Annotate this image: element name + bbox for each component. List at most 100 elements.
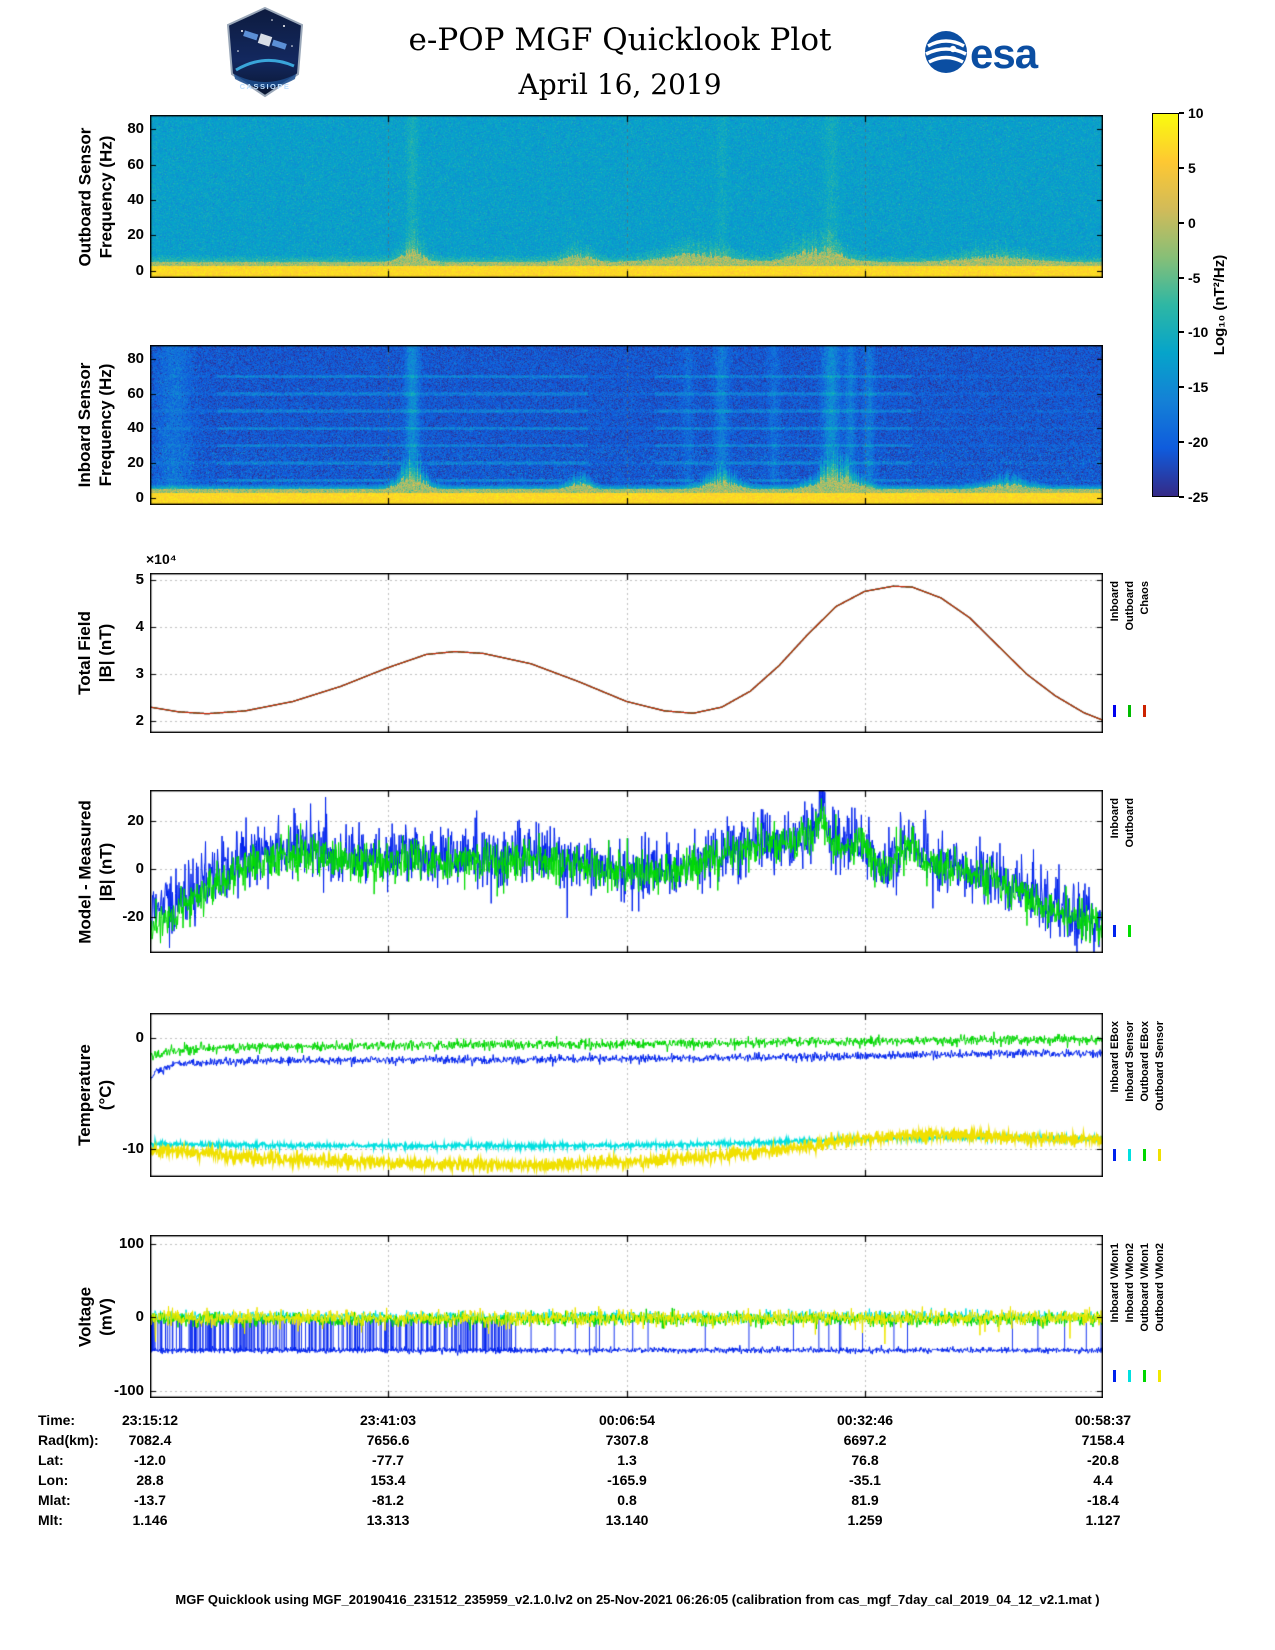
table-cell: -12.0 (134, 1452, 166, 1468)
colorbar-tick-label: 10 (1188, 105, 1204, 121)
y-axis-label-line: Model - Measured (75, 799, 94, 944)
y-tick-label: 0 (135, 860, 144, 878)
inboard-spectrogram-canvas (150, 345, 1103, 505)
table-cell: 1.146 (132, 1512, 168, 1528)
table-cell: 76.8 (851, 1452, 879, 1468)
colorbar-tick-label: -10 (1188, 324, 1209, 341)
legend-temperature: Inboard EBox Inboard Sensor Outboard EBox O… (1108, 1015, 1166, 1175)
legend-label: Inboard VMon1 (1108, 1243, 1121, 1323)
panel-voltage: Voltage (mV) 100 0 -100 Inboard VMon1 Inboa… (0, 1234, 1275, 1399)
temperature-canvas (150, 1013, 1103, 1177)
page-title: e-POP MGF Quicklook Plot (408, 22, 832, 58)
esa-logo: esa (925, 30, 1040, 77)
badge-shield (226, 6, 304, 98)
colorbar-tick-mark (1179, 441, 1184, 444)
y-tick-label: 100 (118, 1234, 144, 1252)
colorbar-tick-label: -25 (1188, 489, 1209, 505)
table-cell: -18.4 (1087, 1492, 1119, 1508)
cassiope-label: CASSIOPE (240, 82, 291, 91)
table-cell: 23:15:12 (121, 1412, 179, 1428)
legend-label: Chaos (1138, 581, 1151, 615)
table-cell: 13.313 (366, 1512, 410, 1528)
panel-temperature: Temperature (°C) 0 -10 Inboard EBox Inboar… (0, 1013, 1275, 1177)
y-tick-label: 40 (127, 191, 144, 209)
table-cell: -20.8 (1087, 1452, 1119, 1468)
legend-label: Inboard (1108, 798, 1121, 839)
y-axis-label-line: Outboard Sensor (75, 127, 94, 266)
legend-color-dash (1113, 705, 1116, 717)
panel-inboard-spectrogram: Inboard Sensor Frequency (Hz) 0 20 40 60 80 (0, 345, 1275, 507)
colorbar (1152, 113, 1179, 497)
colorbar-tick-label: -20 (1188, 434, 1209, 451)
esa-wordmark: esa (970, 30, 1039, 77)
legend-color-dash (1143, 705, 1146, 717)
table-cell: 7307.8 (605, 1432, 649, 1448)
table-cell: 00:58:37 (1074, 1412, 1132, 1428)
legend-label: Inboard EBox (1108, 1021, 1121, 1093)
footer-text: MGF Quicklook using MGF_20190416_231512_… (175, 1592, 1100, 1607)
table-cell: 1.127 (1085, 1512, 1121, 1528)
legend-color-dash (1143, 1149, 1146, 1161)
y-tick-label: 40 (127, 419, 144, 437)
legend-color-dash (1158, 1370, 1161, 1382)
colorbar-tick-mark (1179, 276, 1184, 279)
table-row-label: Mlt: (38, 1512, 63, 1528)
outboard-spectrogram-canvas (150, 115, 1103, 278)
y-tick-label: 0 (135, 1308, 144, 1326)
table-cell: -35.1 (849, 1472, 881, 1488)
legend-entry: Inboard Sensor (1123, 1015, 1136, 1175)
legend-entry: Chaos (1138, 575, 1151, 731)
panel-total-field: ×10⁴ Total Field |B| (nT) 2 3 4 5 Inboard Ou… (0, 551, 1275, 733)
y-tick-label: -100 (113, 1381, 144, 1399)
legend-label: Inboard Sensor (1123, 1021, 1136, 1102)
colorbar-tick-label: 5 (1188, 159, 1196, 176)
legend-entry: Outboard VMon2 (1153, 1237, 1166, 1396)
y-axis-label-line: Inboard Sensor (75, 362, 94, 488)
legend-entry: Inboard EBox (1108, 1015, 1121, 1175)
table-cell: 1.259 (847, 1512, 883, 1528)
y-tick-label: 5 (135, 571, 144, 589)
legend-color-dash (1113, 1370, 1116, 1382)
table-cell: 00:32:46 (836, 1412, 894, 1428)
legend-label: Outboard EBox (1138, 1021, 1151, 1102)
legend-entry: Inboard (1108, 792, 1121, 951)
table-cell: -77.7 (372, 1452, 404, 1468)
y-tick-label: 0 (135, 489, 144, 507)
legend-color-dash (1158, 1149, 1161, 1161)
table-row-label: Lon: (38, 1472, 69, 1488)
colorbar-tick-mark (1179, 112, 1184, 114)
y-tick-label: 60 (127, 155, 144, 173)
model-minus-measured-canvas (150, 790, 1103, 953)
legend-color-dash (1128, 1370, 1131, 1382)
y-tick-label: 20 (127, 454, 144, 472)
legend-entry: Outboard Sensor (1153, 1015, 1166, 1175)
table-cell: 6697.2 (843, 1432, 887, 1448)
legend-label: Outboard VMon2 (1153, 1243, 1166, 1332)
colorbar-tick-mark (1179, 386, 1184, 389)
table-cell: 81.9 (851, 1492, 879, 1508)
legend-label: Outboard Sensor (1153, 1021, 1166, 1111)
colorbar-tick-mark (1179, 496, 1184, 498)
colorbar-tick-mark (1179, 331, 1184, 334)
legend-color-dash (1128, 705, 1131, 717)
total-field-canvas (150, 573, 1103, 733)
legend-color-dash (1113, 1149, 1116, 1161)
y-tick-label: 2 (135, 712, 144, 730)
table-cell: 13.140 (605, 1512, 649, 1528)
legend-color-dash (1113, 925, 1116, 937)
y-tick-label: 0 (135, 1028, 144, 1046)
colorbar-label-text: Log₁₀ (nT²/Hz) (1211, 254, 1228, 356)
y-tick-label: 20 (127, 812, 144, 830)
legend-color-dash (1143, 1370, 1146, 1382)
table-row-label: Time: (38, 1412, 76, 1428)
legend-entry: Outboard VMon1 (1138, 1237, 1151, 1396)
legend-label: Outboard (1123, 581, 1136, 631)
y-axis-label: Total Field |B| (nT) (74, 573, 118, 733)
table-cell: 00:06:54 (598, 1412, 656, 1428)
legend-label: Inboard (1108, 581, 1121, 622)
panel-outboard-spectrogram: Outboard Sensor Frequency (Hz) 0 20 40 60 80 (0, 115, 1275, 279)
y-tick-label: 80 (127, 349, 144, 367)
table-cell: -81.2 (372, 1492, 404, 1508)
table-cell: 7656.6 (366, 1432, 410, 1448)
legend-entry: Outboard (1123, 792, 1136, 951)
